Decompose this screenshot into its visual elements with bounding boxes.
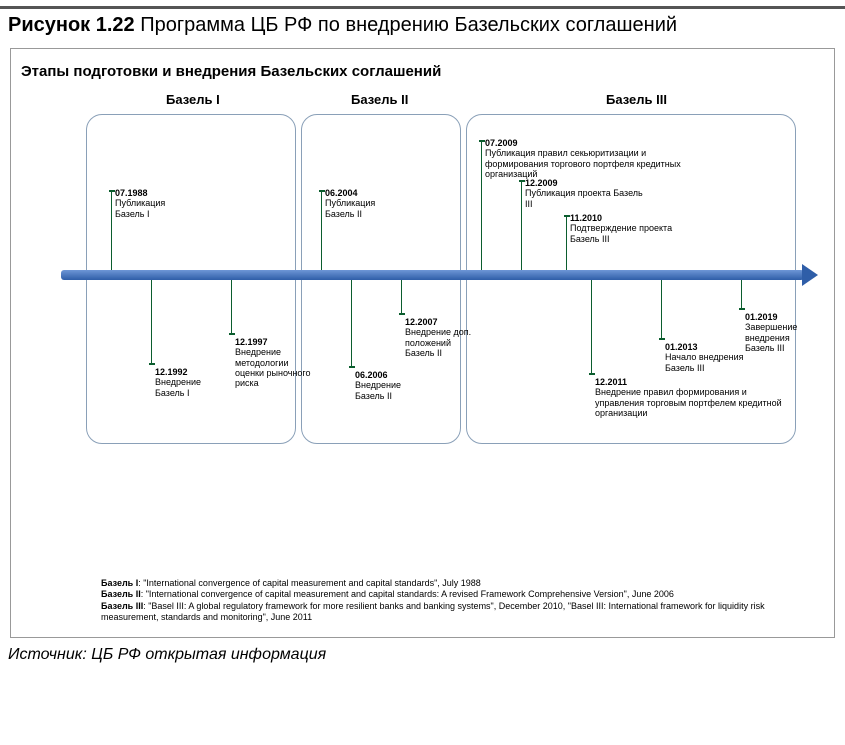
event-stem — [401, 280, 402, 315]
timeline-arrow — [61, 270, 816, 280]
caption-text: Программа ЦБ РФ по внедрению Базельских … — [140, 14, 677, 36]
event-text: Подтверждение проекта Базель III — [570, 223, 680, 244]
footnotes: Базель I: "International convergence of … — [101, 578, 814, 623]
event-date: 07.2009 — [485, 138, 685, 148]
footnote-row: Базель I: "International convergence of … — [101, 578, 814, 589]
event-stem — [231, 280, 232, 335]
section-label-basel-1: Базель I — [166, 92, 220, 107]
event-date: 12.2007 — [405, 317, 475, 327]
event-label: 11.2010Подтверждение проекта Базель III — [570, 213, 680, 244]
event-stem — [741, 280, 742, 310]
event-stem — [591, 280, 592, 375]
event-text: Начало внедрения Базель III — [665, 352, 775, 373]
event-date: 11.2010 — [570, 213, 680, 223]
event-text: Внедрение Базель I — [155, 377, 225, 398]
event-label: 12.1997Внедрение методологии оценки рыно… — [235, 337, 313, 389]
event-mark — [589, 373, 595, 375]
event-text: Внедрение методологии оценки рыночного р… — [235, 347, 313, 388]
event-text: Публикация Базель I — [115, 198, 185, 219]
event-date: 12.2009 — [525, 178, 645, 188]
event-label: 12.2009Публикация проекта Базель III — [525, 178, 645, 209]
event-text: Внедрение правил формирования и управлен… — [595, 387, 790, 418]
event-date: 12.2011 — [595, 377, 790, 387]
event-stem — [351, 280, 352, 368]
arrow-head-icon — [802, 264, 818, 286]
event-label: 07.1988Публикация Базель I — [115, 188, 185, 219]
event-date: 12.1992 — [155, 367, 225, 377]
event-date: 07.1988 — [115, 188, 185, 198]
event-mark — [399, 313, 405, 315]
figure-caption: Рисунок 1.22 Программа ЦБ РФ по внедрени… — [8, 13, 837, 38]
event-date: 01.2019 — [745, 312, 815, 322]
event-label: 06.2004Публикация Базель II — [325, 188, 395, 219]
event-stem — [151, 280, 152, 365]
event-label: 12.1992Внедрение Базель I — [155, 367, 225, 398]
event-stem — [111, 190, 112, 270]
event-mark — [149, 363, 155, 365]
event-stem — [481, 140, 482, 270]
event-label: 12.2007Внедрение доп. положений Базель I… — [405, 317, 475, 358]
event-mark — [349, 366, 355, 368]
timeline-bar — [61, 270, 804, 280]
event-stem — [566, 215, 567, 270]
event-mark — [659, 338, 665, 340]
event-label: 12.2011Внедрение правил формирования и у… — [595, 377, 790, 418]
timeline-diagram: Базель I Базель II Базель III 07.1988Пуб… — [21, 92, 824, 562]
event-label: 01.2019Завершение внедрения Базель III — [745, 312, 815, 353]
event-text: Внедрение Базель II — [355, 380, 425, 401]
event-date: 12.1997 — [235, 337, 313, 347]
source-line: Источник: ЦБ РФ открытая информация — [8, 646, 837, 664]
event-date: 06.2004 — [325, 188, 395, 198]
event-stem — [321, 190, 322, 270]
footnote-row: Базель III: "Basel III: A global regulat… — [101, 601, 814, 624]
figure-title: Этапы подготовки и внедрения Базельских … — [21, 63, 824, 80]
event-text: Завершение внедрения Базель III — [745, 322, 815, 353]
event-text: Публикация правил секьюритизации и форми… — [485, 148, 685, 179]
event-mark — [229, 333, 235, 335]
event-stem — [661, 280, 662, 340]
figure-frame: Этапы подготовки и внедрения Базельских … — [10, 48, 835, 638]
footnote-row: Базель II: "International convergence of… — [101, 589, 814, 600]
event-text: Внедрение доп. положений Базель II — [405, 327, 475, 358]
section-label-basel-2: Базель II — [351, 92, 408, 107]
event-label: 07.2009Публикация правил секьюритизации … — [485, 138, 685, 179]
top-rule — [0, 6, 845, 9]
caption-label: Рисунок 1.22 — [8, 14, 135, 36]
event-date: 06.2006 — [355, 370, 425, 380]
section-label-basel-3: Базель III — [606, 92, 667, 107]
event-label: 06.2006Внедрение Базель II — [355, 370, 425, 401]
event-text: Публикация проекта Базель III — [525, 188, 645, 209]
event-stem — [521, 180, 522, 270]
event-text: Публикация Базель II — [325, 198, 395, 219]
event-mark — [739, 308, 745, 310]
